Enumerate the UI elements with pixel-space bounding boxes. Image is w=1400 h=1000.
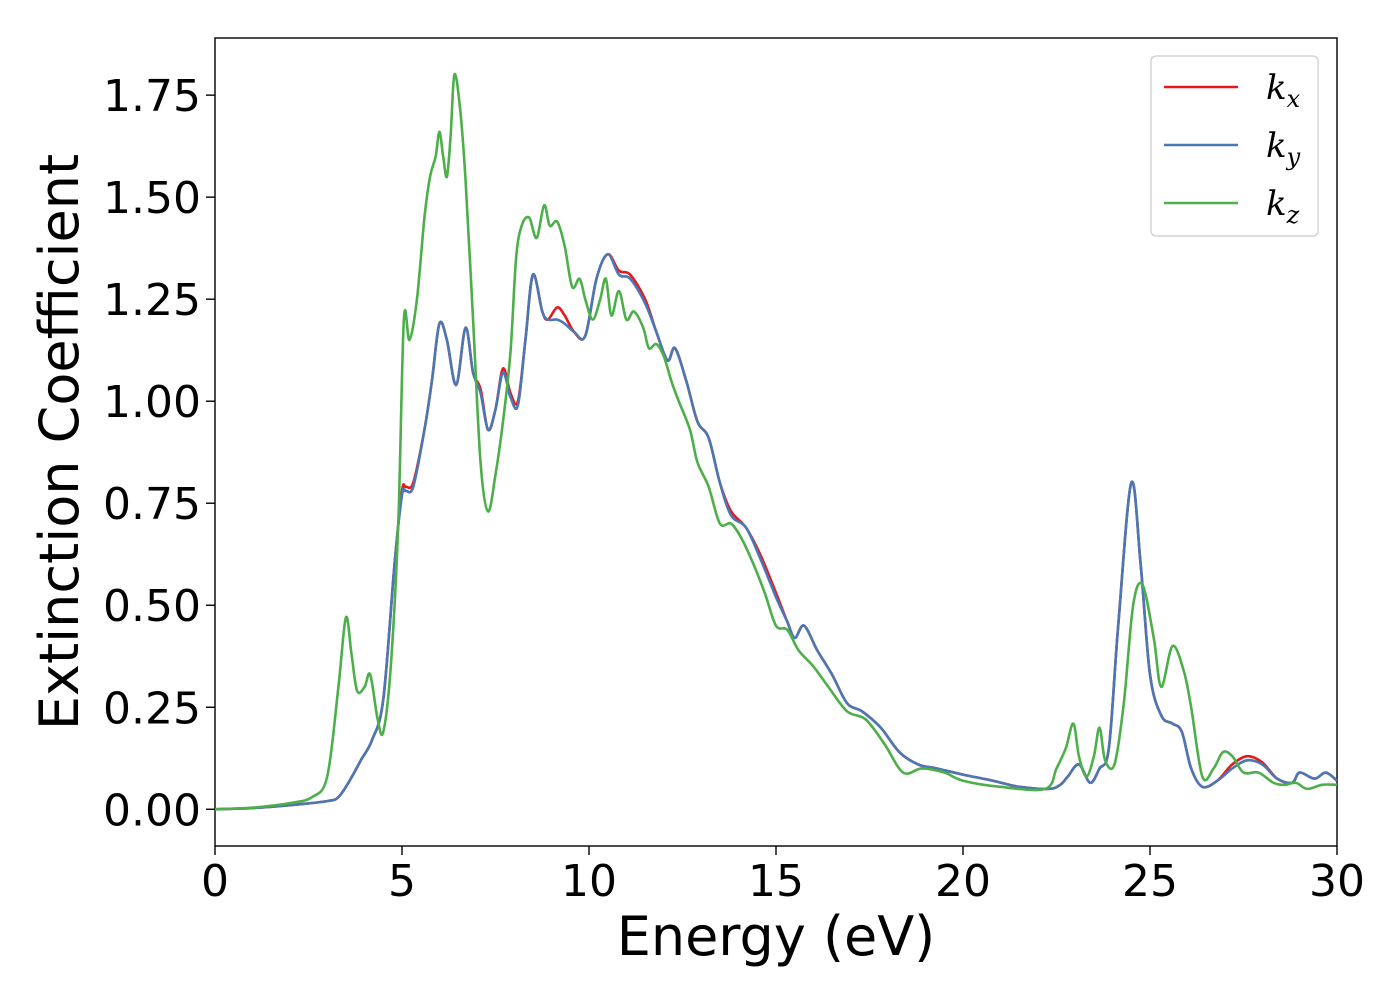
y-tick-label: 1.50 [103, 173, 201, 224]
x-tick-label: 25 [1122, 856, 1178, 907]
x-tick-label: 30 [1309, 856, 1365, 907]
y-axis-ticks: 0.00 0.25 0.50 0.75 1.00 1.25 1.50 1.75 [103, 71, 215, 836]
series-line-k-y [215, 252, 1337, 811]
y-tick-label: 0.00 [103, 785, 201, 836]
legend-label-k-y: ky [1266, 126, 1301, 171]
x-tick-label: 15 [748, 856, 804, 907]
x-axis-ticks: 0 5 10 15 20 25 30 [201, 846, 1365, 907]
y-tick-label: 1.75 [103, 71, 201, 122]
x-tick-label: 0 [201, 856, 229, 907]
y-axis-title: Extinction Coefficient [28, 154, 91, 730]
y-tick-label: 0.75 [103, 479, 201, 530]
series-layer [215, 72, 1337, 811]
y-tick-label: 0.50 [103, 581, 201, 632]
x-tick-label: 20 [935, 856, 991, 907]
y-tick-label: 1.00 [103, 377, 201, 428]
x-tick-label: 10 [561, 856, 617, 907]
x-axis-title: Energy (eV) [617, 905, 936, 968]
legend: kx ky kz [1150, 55, 1319, 237]
y-tick-label: 0.25 [103, 683, 201, 734]
y-tick-label: 1.25 [103, 275, 201, 326]
x-tick-label: 5 [388, 856, 416, 907]
legend-label-k-z: kz [1266, 184, 1300, 229]
legend-label-k-x: kx [1266, 68, 1301, 113]
series-line-k-z [215, 72, 1337, 811]
